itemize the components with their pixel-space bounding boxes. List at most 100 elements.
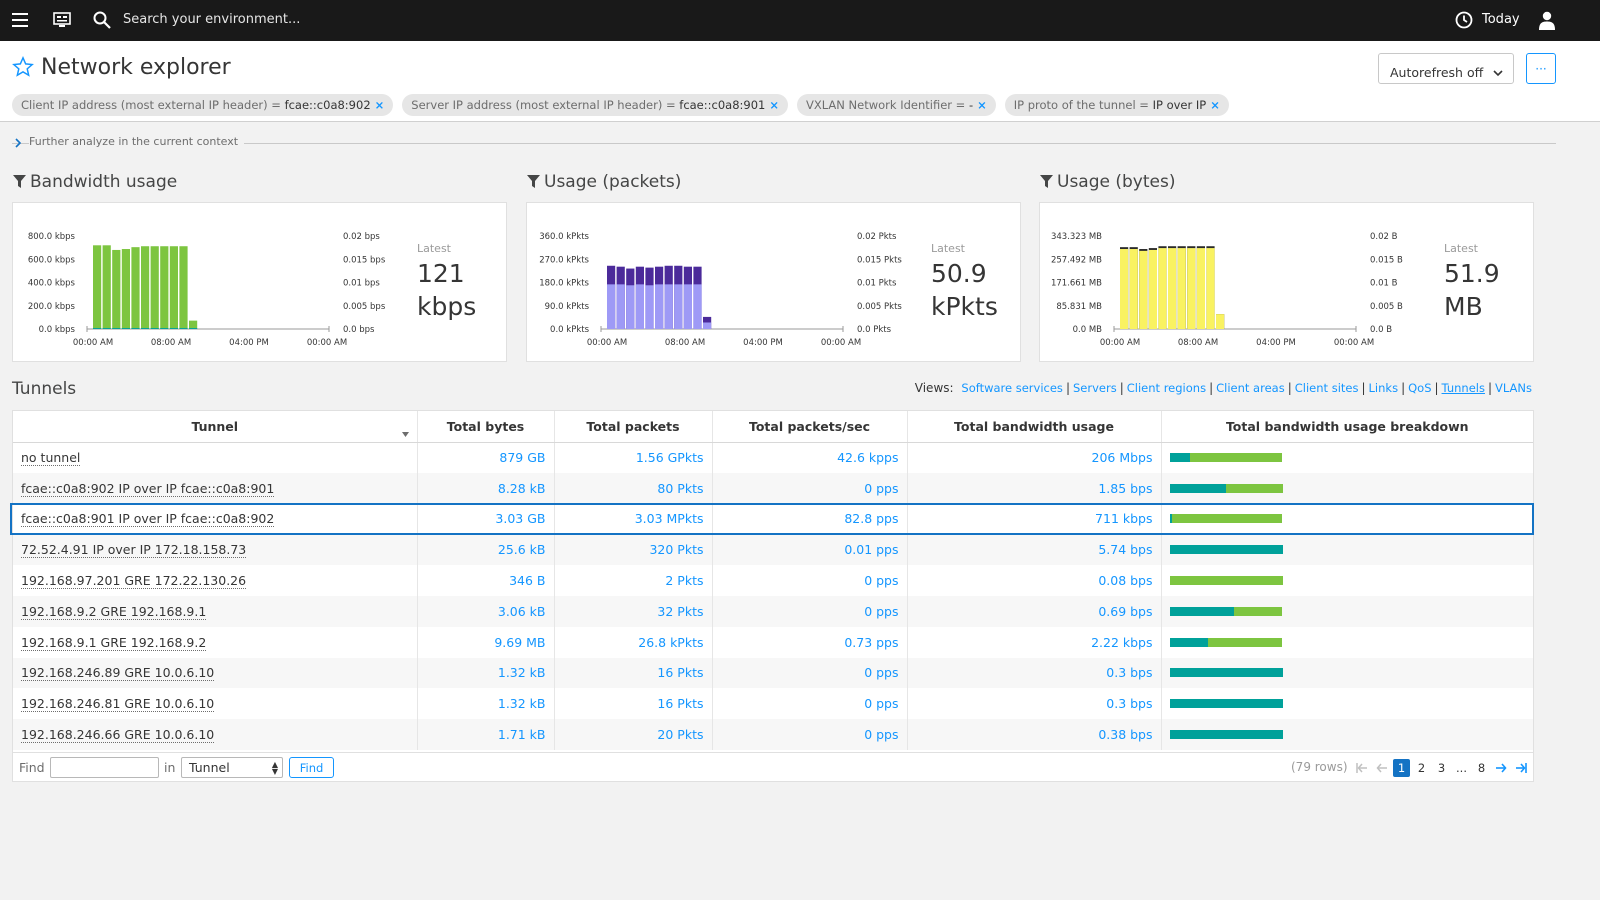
page-8[interactable]: 8 xyxy=(1477,761,1486,775)
chart-title-packets[interactable]: Usage (packets) xyxy=(527,172,681,193)
find-button[interactable]: Find xyxy=(289,757,334,778)
next-page-icon[interactable] xyxy=(1493,759,1510,777)
sort-down-icon[interactable] xyxy=(401,425,409,440)
chart-title-bandwidth[interactable]: Bandwidth usage xyxy=(13,172,177,193)
chart-title-bytes[interactable]: Usage (bytes) xyxy=(1040,172,1175,193)
cell-tunnel[interactable]: 72.52.4.91 IP over IP 172.18.158.73 xyxy=(13,534,418,566)
filter-chip-ip-proto[interactable]: IP proto of the tunnel = IP over IP × xyxy=(1004,94,1229,116)
first-page-icon[interactable] xyxy=(1353,759,1370,777)
find-input[interactable] xyxy=(50,757,159,778)
cell-tunnel[interactable]: 192.168.246.89 GRE 10.0.6.10 xyxy=(13,657,418,689)
view-link-software-services[interactable]: Software services xyxy=(961,381,1063,395)
tunnel-link[interactable]: 192.168.246.89 GRE 10.0.6.10 xyxy=(21,665,215,682)
chart-card-bandwidth[interactable]: 800.0 kbps 600.0 kbps 400.0 kbps 200.0 kbps… xyxy=(12,202,507,362)
remove-filter-icon[interactable]: × xyxy=(1210,98,1220,112)
filter-value: IP over IP xyxy=(1152,98,1207,112)
search-icon[interactable] xyxy=(93,11,111,33)
page-1[interactable]: 1 xyxy=(1393,759,1410,777)
table-row[interactable]: 192.168.246.66 GRE 10.0.6.10 1.71 kB 20 Pk… xyxy=(13,719,1533,750)
remove-filter-icon[interactable]: × xyxy=(374,98,385,112)
column-header-total-bandwidth[interactable]: Total bandwidth usage xyxy=(907,411,1162,443)
filter-funnel-icon[interactable] xyxy=(527,173,540,193)
cell-total-bytes: 3.03 GB xyxy=(417,503,555,535)
view-link-vlans[interactable]: VLANs xyxy=(1495,381,1532,395)
bar-bottom-segment xyxy=(93,328,102,329)
chart-svg: 343.323 MB 257.492 MB 171.661 MB 85.831 MB 0… xyxy=(1051,232,1403,348)
filter-funnel-icon[interactable] xyxy=(1040,173,1053,193)
cell-tunnel[interactable]: 192.168.246.66 GRE 10.0.6.10 xyxy=(13,719,418,750)
tunnel-link[interactable]: 192.168.246.66 GRE 10.0.6.10 xyxy=(21,727,215,744)
find-column-select[interactable]: Tunnel ▲ ▼ xyxy=(181,757,283,778)
chart-card-bytes[interactable]: 343.323 MB 257.492 MB 171.661 MB 85.831 MB 0… xyxy=(1039,202,1534,362)
favorite-star-icon[interactable] xyxy=(12,56,34,82)
bar-top-segment xyxy=(121,249,130,329)
remove-filter-icon[interactable]: × xyxy=(977,98,987,112)
filter-funnel-icon[interactable] xyxy=(13,173,26,193)
chevron-down-icon xyxy=(1493,65,1503,80)
view-link-servers[interactable]: Servers xyxy=(1072,381,1117,395)
cell-tunnel[interactable]: fcae::c0a8:902 IP over IP fcae::c0a8:901 xyxy=(13,472,418,504)
filter-key: Server IP address (most external IP head… xyxy=(411,98,676,112)
autorefresh-dropdown[interactable]: Autorefresh off xyxy=(1378,53,1514,84)
latest-unit: kbps xyxy=(417,292,477,321)
prev-page-icon[interactable] xyxy=(1373,759,1390,777)
clock-icon[interactable] xyxy=(1455,11,1473,33)
view-link-qos[interactable]: QoS xyxy=(1408,381,1432,395)
table-row[interactable]: 192.168.9.2 GRE 192.168.9.1 3.06 kB 32 Pkt… xyxy=(13,595,1533,627)
tunnel-link[interactable]: fcae::c0a8:901 IP over IP fcae::c0a8:902 xyxy=(21,511,275,528)
view-link-client-areas[interactable]: Client areas xyxy=(1216,381,1285,395)
dashboard-icon[interactable] xyxy=(53,12,71,32)
tunnel-link[interactable]: 192.168.9.1 GRE 192.168.9.2 xyxy=(21,634,207,651)
tunnel-link[interactable]: fcae::c0a8:902 IP over IP fcae::c0a8:901 xyxy=(21,480,275,497)
tunnel-link[interactable]: 192.168.9.2 GRE 192.168.9.1 xyxy=(21,603,207,620)
bar-bottom-segment xyxy=(1139,250,1148,329)
table-row[interactable]: fcae::c0a8:902 IP over IP fcae::c0a8:901… xyxy=(13,472,1533,504)
table-row[interactable]: 192.168.9.1 GRE 192.168.9.2 9.69 MB 26.8 k… xyxy=(13,626,1533,658)
chart-svg: 800.0 kbps 600.0 kbps 400.0 kbps 200.0 kbps… xyxy=(28,232,386,348)
table-row[interactable]: fcae::c0a8:901 IP over IP fcae::c0a8:902… xyxy=(13,503,1533,535)
tunnel-link[interactable]: 72.52.4.91 IP over IP 172.18.158.73 xyxy=(21,542,247,559)
view-link-client-regions[interactable]: Client regions xyxy=(1126,381,1207,395)
view-link-tunnels[interactable]: Tunnels xyxy=(1441,381,1485,395)
cell-tunnel[interactable]: 192.168.9.1 GRE 192.168.9.2 xyxy=(13,626,418,658)
cell-tunnel[interactable]: 192.168.97.201 GRE 172.22.130.26 xyxy=(13,565,418,596)
chart-title-text: Bandwidth usage xyxy=(30,172,178,192)
filter-chip-server-ip[interactable]: Server IP address (most external IP head… xyxy=(402,94,788,116)
views-separator: | xyxy=(1434,381,1439,395)
table-row[interactable]: 72.52.4.91 IP over IP 172.18.158.73 25.6 … xyxy=(13,534,1533,566)
tunnel-link[interactable]: no tunnel xyxy=(21,450,81,467)
view-link-links[interactable]: Links xyxy=(1368,381,1399,395)
view-link-client-sites[interactable]: Client sites xyxy=(1294,381,1359,395)
last-page-icon[interactable] xyxy=(1513,759,1530,777)
page-3[interactable]: 3 xyxy=(1437,761,1446,775)
filter-chip-vxlan[interactable]: VXLAN Network Identifier = - × xyxy=(796,94,996,116)
column-header-total-packets[interactable]: Total packets xyxy=(554,411,713,443)
further-analyze-expander[interactable]: Further analyze in the current context xyxy=(12,134,1556,150)
more-options-button[interactable]: ··· xyxy=(1526,53,1556,84)
cell-tunnel[interactable]: fcae::c0a8:901 IP over IP fcae::c0a8:902 xyxy=(13,503,418,535)
search-input[interactable]: Search your environment... xyxy=(123,12,301,27)
page-2[interactable]: 2 xyxy=(1417,761,1426,775)
column-header-total-bytes[interactable]: Total bytes xyxy=(417,411,555,443)
cell-tunnel[interactable]: 192.168.246.81 GRE 10.0.6.10 xyxy=(13,688,418,720)
table-row[interactable]: 192.168.246.81 GRE 10.0.6.10 1.32 kB 16 Pk… xyxy=(13,688,1533,720)
column-header-tunnel[interactable]: Tunnel xyxy=(13,411,418,443)
table-row[interactable]: 192.168.246.89 GRE 10.0.6.10 1.32 kB 16 Pk… xyxy=(13,657,1533,689)
cell-tunnel[interactable]: no tunnel xyxy=(13,442,418,473)
bar-bottom-segment xyxy=(112,328,121,329)
table-row[interactable]: no tunnel 879 GB 1.56 GPkts 42.6 kpps 206 Mb… xyxy=(13,442,1533,473)
column-header-total-pps[interactable]: Total packets/sec xyxy=(712,411,908,443)
tunnel-link[interactable]: 192.168.97.201 GRE 172.22.130.26 xyxy=(21,573,247,590)
menu-icon[interactable] xyxy=(12,13,28,31)
user-icon[interactable] xyxy=(1539,11,1555,34)
remove-filter-icon[interactable]: × xyxy=(769,98,779,112)
timeframe-selector[interactable]: Today xyxy=(1482,12,1520,27)
bar-top-segment xyxy=(150,246,159,329)
filter-chip-client-ip[interactable]: Client IP address (most external IP head… xyxy=(12,94,394,116)
column-header-breakdown[interactable]: Total bandwidth usage breakdown xyxy=(1161,411,1533,443)
cell-tunnel[interactable]: 192.168.9.2 GRE 192.168.9.1 xyxy=(13,595,418,627)
tunnel-link[interactable]: 192.168.246.81 GRE 10.0.6.10 xyxy=(21,696,215,713)
chart-card-packets[interactable]: 360.0 kPkts 270.0 kPkts 180.0 kPkts 90.0 kP… xyxy=(526,202,1021,362)
cell-total-packets: 26.8 kPkts xyxy=(554,626,713,658)
